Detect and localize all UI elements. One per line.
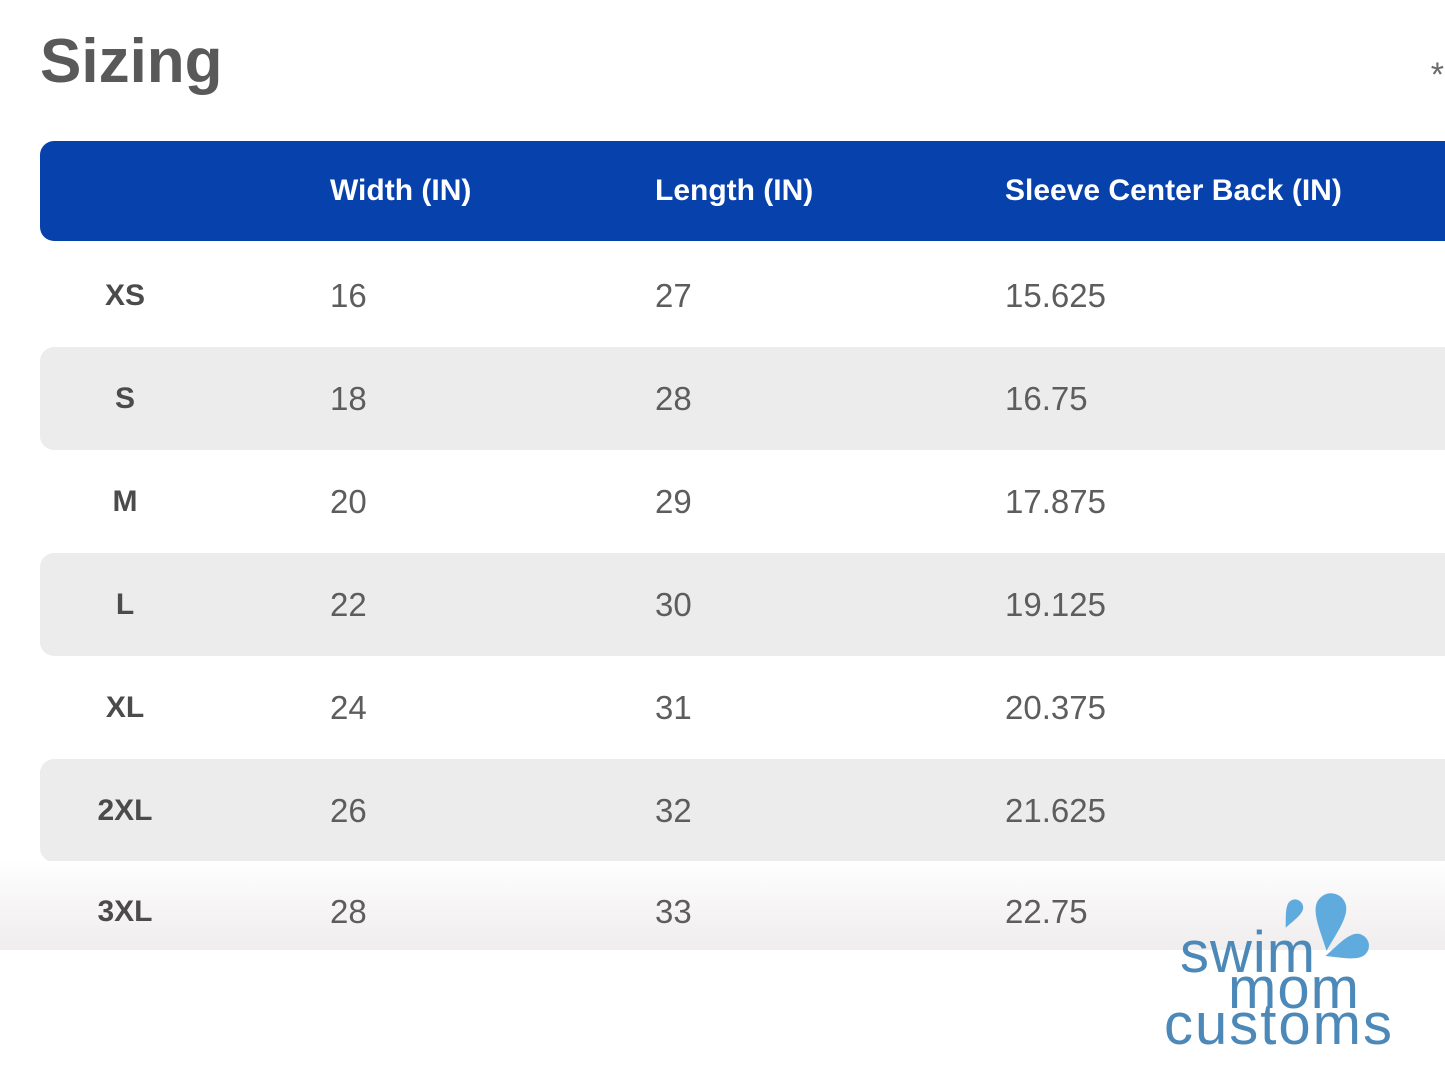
width-value: 18 <box>330 379 367 417</box>
watermark-text-mom: mom <box>1228 956 1360 1021</box>
size-label: XL <box>105 690 145 724</box>
table-row: L 22 30 19.125 <box>40 553 1445 656</box>
width-value: 28 <box>330 892 367 930</box>
table-row: XS 16 27 15.625 <box>40 244 1445 347</box>
column-header-width: Width (IN) <box>330 174 472 207</box>
length-value: 27 <box>655 276 692 314</box>
length-value: 28 <box>655 379 692 417</box>
size-label: M <box>112 484 138 518</box>
watermark-text-customs: customs <box>1164 992 1394 1057</box>
size-label: S <box>114 381 135 415</box>
length-value: 29 <box>655 482 692 520</box>
length-value: 30 <box>655 585 692 623</box>
length-value: 31 <box>655 688 692 726</box>
length-value: 32 <box>655 791 692 829</box>
sleeve-value: 19.125 <box>1005 585 1106 623</box>
size-label: XS <box>104 278 146 312</box>
page-title: Sizing <box>40 27 223 96</box>
table-row: 2XL 26 32 21.625 <box>40 759 1445 862</box>
width-value: 26 <box>330 791 367 829</box>
size-label: 2XL <box>97 793 153 827</box>
sleeve-value: 16.75 <box>1005 379 1088 417</box>
table-header-row: Width (IN) Length (IN) Sleeve Center Bac… <box>40 141 1445 241</box>
sleeve-value: 22.75 <box>1005 892 1088 930</box>
table-row: 3XL 28 33 22.75 <box>40 861 1445 950</box>
column-header-sleeve: Sleeve Center Back (IN) <box>1005 174 1342 207</box>
sleeve-value: 17.875 <box>1005 482 1106 520</box>
footnote-asterisk: * <box>1430 56 1444 94</box>
sleeve-value: 15.625 <box>1005 276 1106 314</box>
sleeve-value: 21.625 <box>1005 791 1106 829</box>
size-label: 3XL <box>97 894 153 928</box>
width-value: 16 <box>330 276 367 314</box>
table-row: M 20 29 17.875 <box>40 450 1445 553</box>
width-value: 24 <box>330 688 367 726</box>
width-value: 22 <box>330 585 367 623</box>
width-value: 20 <box>330 482 367 520</box>
table-row: S 18 28 16.75 <box>40 347 1445 450</box>
sizing-table: Width (IN) Length (IN) Sleeve Center Bac… <box>40 141 1445 862</box>
table-row: XL 24 31 20.375 <box>40 656 1445 759</box>
sleeve-value: 20.375 <box>1005 688 1106 726</box>
column-header-length: Length (IN) <box>655 174 814 207</box>
size-label: L <box>115 587 135 621</box>
table-bottom-fade-band: 3XL 28 33 22.75 <box>0 861 1445 950</box>
length-value: 33 <box>655 892 692 930</box>
